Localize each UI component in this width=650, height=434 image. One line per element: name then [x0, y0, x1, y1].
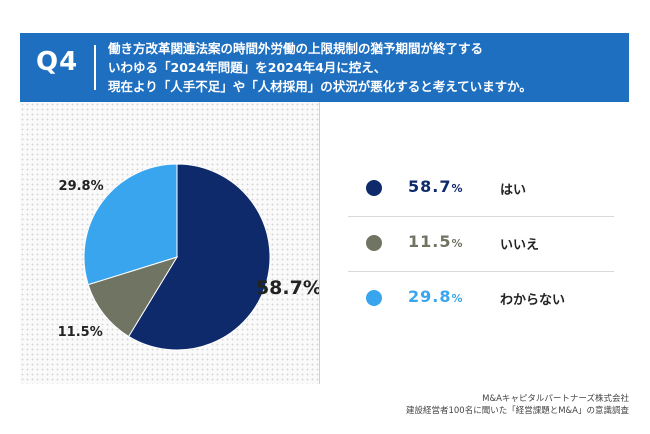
legend-label-yes: はい — [500, 183, 527, 198]
question-number: Q4 — [36, 47, 79, 77]
legend-row-unknown: 29.8% わからない — [348, 272, 614, 326]
question-text: 働き方改革関連法案の時間外労働の上限規制の猶予期間が終了する いわゆる「2024… — [108, 39, 532, 96]
legend-percent-no: 11.5% — [408, 232, 464, 251]
source-credit: M&Aキャピタルパートナーズ株式会社 建設経営者100名に聞いた「経営課題とM&… — [406, 393, 629, 417]
question-line-3: 現在より「人手不足」や「人材採用」の状況が悪化すると考えていますか。 — [108, 79, 532, 94]
source-company: M&Aキャピタルパートナーズ株式会社 — [482, 394, 629, 404]
pie-slice-unknown — [83, 163, 178, 286]
chart-panel: 58.7% 11.5% 29.8% — [20, 102, 319, 384]
pie-label-no: 11.5% — [58, 325, 103, 340]
pie-slice-yes — [127, 163, 271, 351]
pie-label-yes: 58.7% — [256, 277, 319, 299]
legend-percent-unknown: 29.8% — [408, 287, 464, 306]
legend-swatch-yes — [366, 180, 382, 196]
question-line-2: いわゆる「2024年問題」を2024年4月に控え、 — [108, 60, 387, 75]
question-header: Q4 働き方改革関連法案の時間外労働の上限規制の猶予期間が終了する いわゆる「2… — [20, 33, 629, 102]
legend-row-yes: 58.7% はい — [348, 162, 614, 217]
legend-row-no: 11.5% いいえ — [348, 217, 614, 272]
question-line-1: 働き方改革関連法案の時間外労働の上限規制の猶予期間が終了する — [108, 41, 484, 56]
header-divider — [94, 45, 96, 90]
pie-label-unknown: 29.8% — [59, 179, 104, 194]
legend-swatch-unknown — [366, 290, 382, 306]
source-survey: 建設経営者100名に聞いた「経営課題とM&A」の意識調査 — [405, 406, 629, 416]
legend-swatch-no — [366, 235, 382, 251]
panel-divider — [319, 102, 320, 384]
legend-label-unknown: わからない — [500, 293, 566, 308]
legend-label-no: いいえ — [500, 238, 540, 253]
legend-percent-yes: 58.7% — [408, 177, 464, 196]
legend: 58.7% はい 11.5% いいえ 29.8% わからない — [348, 162, 614, 326]
pie-slice-no — [87, 256, 179, 338]
pie-chart: 58.7% 11.5% 29.8% — [58, 163, 319, 351]
